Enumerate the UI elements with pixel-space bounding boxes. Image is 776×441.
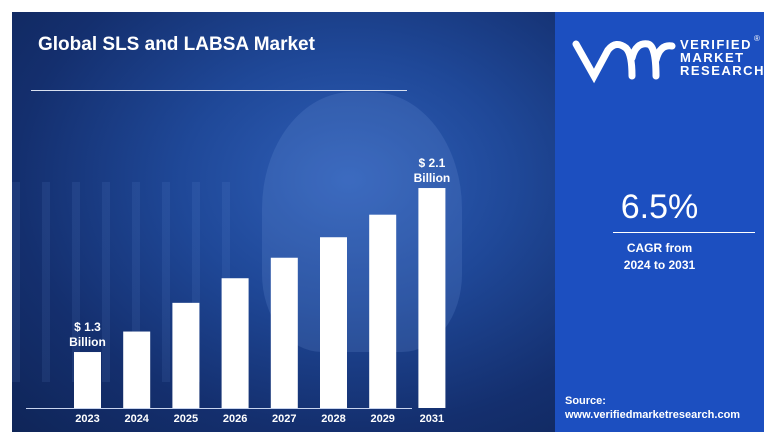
tick-label-2029: 2029 xyxy=(370,413,394,425)
bar-2031 xyxy=(418,188,446,408)
registered-mark: ® xyxy=(754,34,760,43)
data-label-2023-value: $ 1.3 xyxy=(74,320,101,334)
bar-2029 xyxy=(369,214,397,408)
bar-2024 xyxy=(123,331,151,408)
tick-label-2024: 2024 xyxy=(124,413,149,425)
cagr-value: 6.5% xyxy=(620,188,699,226)
tick-label-2027: 2027 xyxy=(272,413,296,425)
tick-label-2028: 2028 xyxy=(321,413,345,425)
bar-2028 xyxy=(320,237,347,408)
vmr-logo-mark-icon xyxy=(572,40,676,84)
bar-2025 xyxy=(172,302,200,408)
bar-2027 xyxy=(270,257,298,408)
infographic: Global SLS and LABSA Market 2023 $ 1.3 Bil… xyxy=(12,12,764,432)
tick-label-2031: 2031 xyxy=(420,413,444,425)
cagr-divider xyxy=(613,232,755,233)
chart-title: Global SLS and LABSA Market xyxy=(38,34,315,55)
data-label-2031-unit: Billion xyxy=(414,171,451,185)
data-label-2031-value: $ 2.1 xyxy=(419,156,446,170)
bar-2026 xyxy=(221,278,249,408)
cagr-label-1: CAGR from xyxy=(626,241,693,255)
bar-2023 xyxy=(74,352,101,408)
source-label: Source: xyxy=(565,395,606,407)
source-url[interactable]: www.verifiedmarketresearch.com xyxy=(565,409,741,421)
brand-line3: RESEARCH xyxy=(680,63,764,78)
chart-panel: Global SLS and LABSA Market 2023 $ 1.3 Bil… xyxy=(12,12,555,432)
brand-line2: MARKET xyxy=(680,50,745,65)
tick-label-2026: 2026 xyxy=(223,413,247,425)
info-panel: VERIFIED MARKET RESEARCH ® 6.5% CAGR fro… xyxy=(555,12,764,432)
cagr-label-2: 2024 to 2031 xyxy=(623,258,696,272)
data-label-2023-unit: Billion xyxy=(69,335,106,349)
brand-line1: VERIFIED xyxy=(680,37,752,52)
vmr-logo: VERIFIED MARKET RESEARCH ® xyxy=(572,34,763,91)
title-divider xyxy=(31,90,407,91)
tick-label-2025: 2025 xyxy=(174,413,198,425)
tick-label-2023: 2023 xyxy=(75,413,99,425)
